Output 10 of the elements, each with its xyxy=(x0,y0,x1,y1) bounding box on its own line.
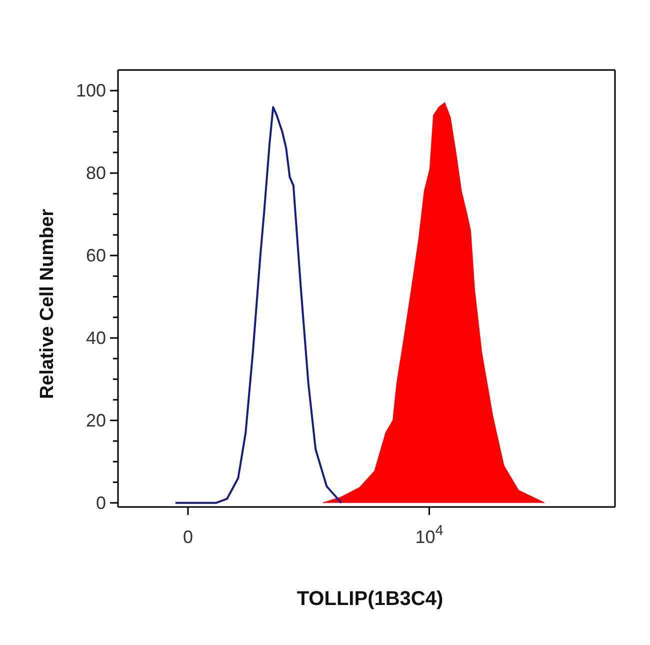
x-axis-title: TOLLIP(1B3C4) xyxy=(296,588,444,611)
y-tick-label: 60 xyxy=(86,246,106,266)
line-series xyxy=(174,106,342,504)
y-tick-label: 0 xyxy=(96,492,106,513)
y-tick-label: 20 xyxy=(86,410,106,430)
y-tick-label: 80 xyxy=(86,163,106,184)
y-tick-label: 40 xyxy=(86,328,106,348)
x-tick-label: 10$^{4}$ xyxy=(415,523,444,547)
y-axis-title: Relative Cell Number xyxy=(37,208,59,400)
y-tick-label: 100 xyxy=(76,80,106,101)
